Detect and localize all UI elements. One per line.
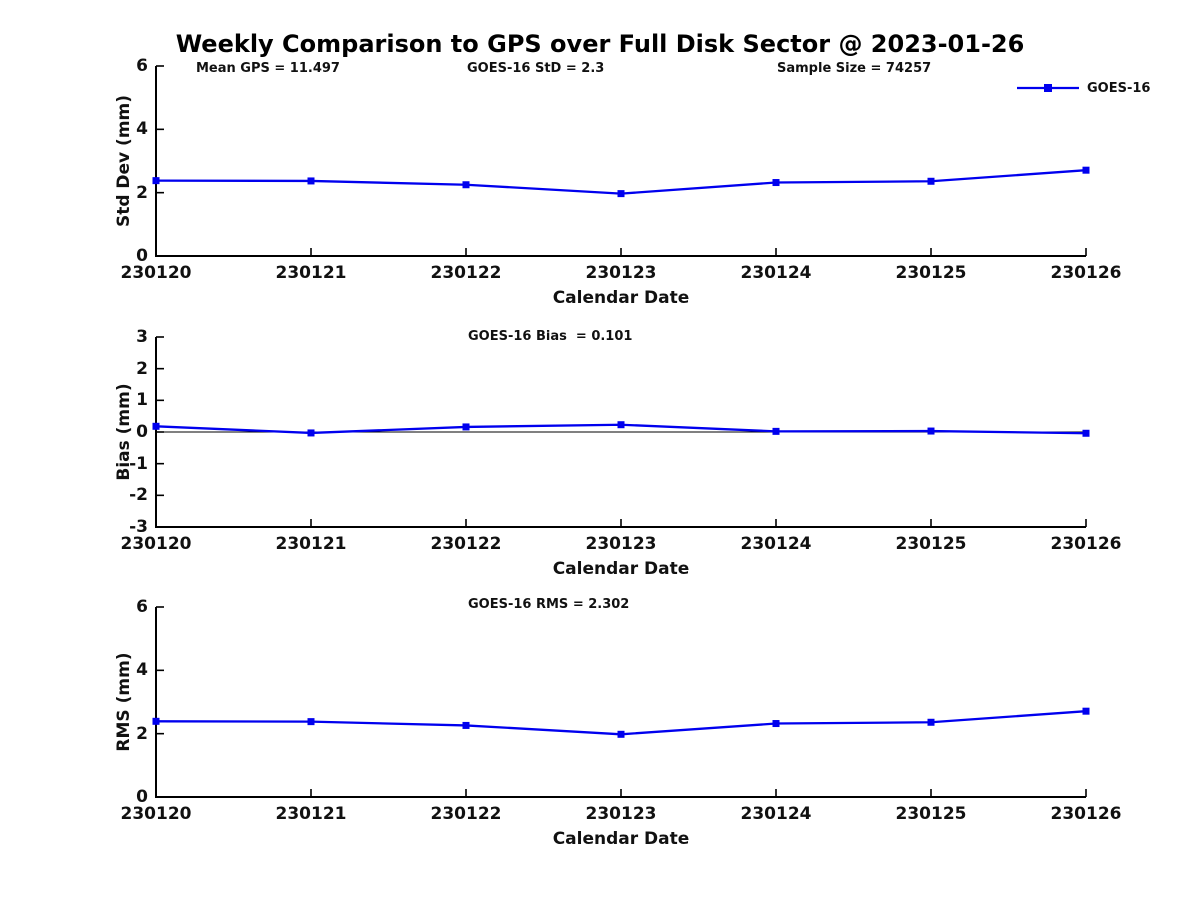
x-tick-label: 230126: [1050, 534, 1122, 554]
annotation-mean-gps: Mean GPS = 11.497: [196, 61, 340, 76]
x-tick-label: 230123: [585, 804, 657, 824]
annotation-goes-std: GOES-16 StD = 2.3: [467, 61, 605, 76]
x-tick-label: 230120: [120, 804, 192, 824]
x-tick-label: 230124: [740, 534, 812, 554]
data-point-marker: [772, 720, 780, 728]
data-point-marker: [772, 427, 780, 435]
y-tick-label: 3: [136, 327, 148, 347]
y-tick-label: 1: [136, 390, 148, 411]
legend-line-marker-icon: [1017, 84, 1079, 92]
data-point-marker: [152, 177, 160, 185]
y-tick-label: 4: [136, 660, 148, 681]
data-line: [155, 169, 1087, 195]
x-tick-label: 230122: [430, 804, 502, 824]
data-point-marker: [1082, 429, 1090, 437]
x-tick-label: 230121: [275, 534, 347, 554]
data-point-marker: [772, 179, 780, 187]
y-tick-label: -3: [129, 517, 148, 537]
x-axis-label-3: Calendar Date: [552, 829, 690, 849]
x-tick-label: 230121: [275, 804, 347, 824]
data-point-marker: [462, 721, 470, 729]
y-tick-label: 0: [136, 787, 148, 807]
subplot-title-bias: GOES-16 Bias = 0.101: [468, 329, 633, 344]
x-tick-label: 230120: [120, 534, 192, 554]
data-point-marker: [307, 177, 315, 185]
data-point-marker: [1082, 707, 1090, 715]
x-tick-label: 230125: [895, 263, 967, 283]
data-point-marker: [1082, 166, 1090, 174]
x-tick-label: 230125: [895, 534, 967, 554]
axis-line: [155, 607, 1086, 798]
data-point-marker: [307, 429, 315, 437]
data-point-marker: [927, 427, 935, 435]
chart-title: Weekly Comparison to GPS over Full Disk …: [175, 30, 1025, 58]
data-point-marker: [462, 423, 470, 431]
y-tick-label: -2: [129, 485, 148, 506]
data-point-marker: [617, 730, 625, 738]
legend: GOES-16: [1016, 80, 1150, 96]
data-point-marker: [462, 181, 470, 189]
y-tick-label: 2: [136, 182, 148, 203]
y-tick-label: 2: [136, 723, 148, 744]
y-tick-label: 6: [136, 597, 148, 617]
x-tick-label: 230124: [740, 804, 812, 824]
data-point-marker: [152, 717, 160, 725]
y-tick-label: -1: [129, 453, 148, 474]
x-tick-label: 230126: [1050, 804, 1122, 824]
data-point-marker: [617, 190, 625, 198]
legend-label: GOES-16: [1087, 80, 1151, 96]
x-tick-label: 230123: [585, 263, 657, 283]
y-axis-label-stddev: Std Dev (mm): [114, 94, 134, 228]
data-point-marker: [617, 421, 625, 429]
y-tick-label: 0: [136, 246, 148, 266]
x-axis-label-2: Calendar Date: [552, 559, 690, 579]
y-tick-label: 4: [136, 119, 148, 140]
annotation-sample-size: Sample Size = 74257: [777, 61, 932, 76]
subplot-title-rms: GOES-16 RMS = 2.302: [468, 597, 630, 612]
y-tick-label: 6: [136, 56, 148, 76]
axis-line: [155, 66, 1086, 257]
x-tick-label: 230121: [275, 263, 347, 283]
data-point-marker: [927, 177, 935, 185]
x-tick-label: 230125: [895, 804, 967, 824]
x-axis-label-1: Calendar Date: [552, 288, 690, 308]
x-tick-label: 230124: [740, 263, 812, 283]
y-tick-label: 2: [136, 358, 148, 379]
data-point-marker: [927, 718, 935, 726]
x-tick-label: 230120: [120, 263, 192, 283]
data-point-marker: [152, 422, 160, 430]
y-tick-label: 0: [136, 422, 148, 442]
x-tick-label: 230122: [430, 263, 502, 283]
x-tick-label: 230122: [430, 534, 502, 554]
data-point-marker: [307, 718, 315, 726]
x-tick-label: 230123: [585, 534, 657, 554]
x-tick-label: 230126: [1050, 263, 1122, 283]
